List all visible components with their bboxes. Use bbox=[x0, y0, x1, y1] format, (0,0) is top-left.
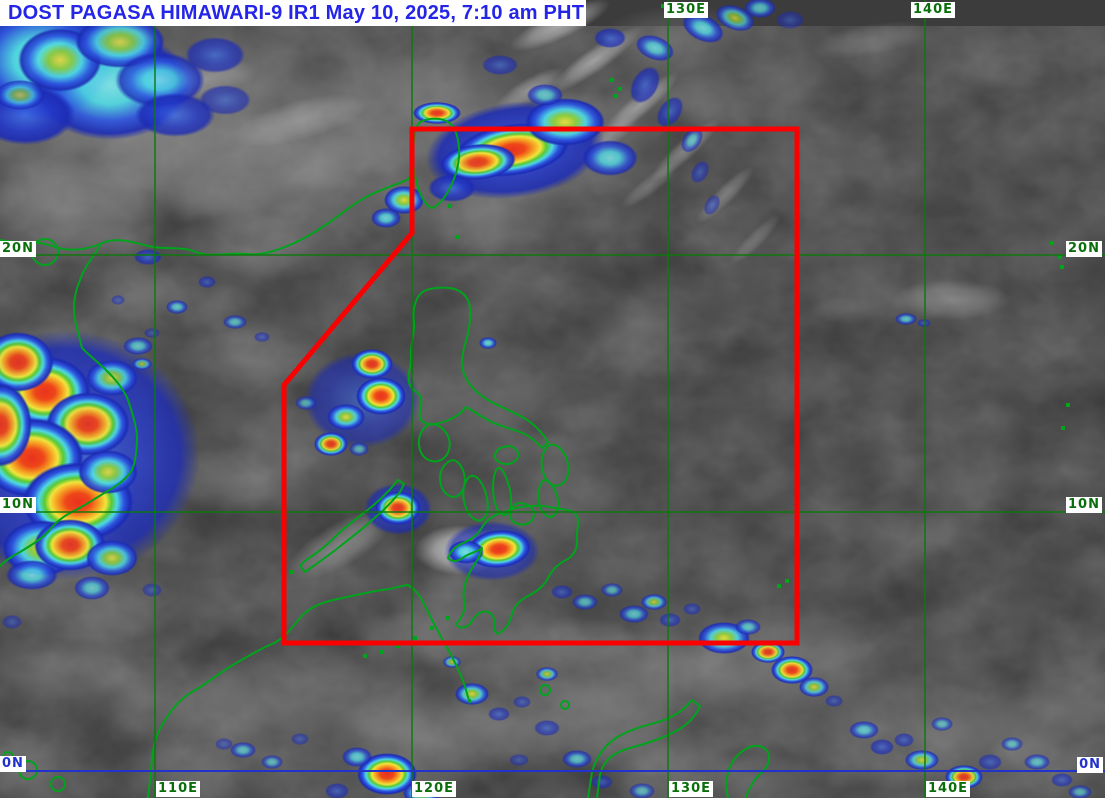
grid-label-top-140e: 140E bbox=[911, 2, 956, 18]
grid-label-right-0n: 0N bbox=[1077, 757, 1103, 773]
page-title: DOST PAGASA HIMAWARI-9 IR1 May 10, 2025,… bbox=[8, 2, 585, 24]
grid-label-left-10n: 10N bbox=[0, 497, 36, 513]
grid-label-left-20n: 20N bbox=[0, 241, 36, 257]
grid-label-bottom-130e: 130E bbox=[669, 781, 714, 797]
grid-label-left-0n: 0N bbox=[0, 756, 26, 772]
grid-label-bottom-120e: 120E bbox=[412, 781, 457, 797]
coastlines bbox=[0, 4, 1070, 798]
par-boundary bbox=[281, 126, 800, 646]
grid-label-right-20n: 20N bbox=[1066, 241, 1102, 257]
grid-label-bottom-110e: 110E bbox=[156, 781, 201, 797]
grid-label-right-10n: 10N bbox=[1066, 497, 1102, 513]
title-bar: DOST PAGASA HIMAWARI-9 IR1 May 10, 2025,… bbox=[0, 0, 586, 26]
grid-label-top-130e: 130E bbox=[664, 2, 709, 18]
grid-label-bottom-140e: 140E bbox=[926, 781, 971, 797]
